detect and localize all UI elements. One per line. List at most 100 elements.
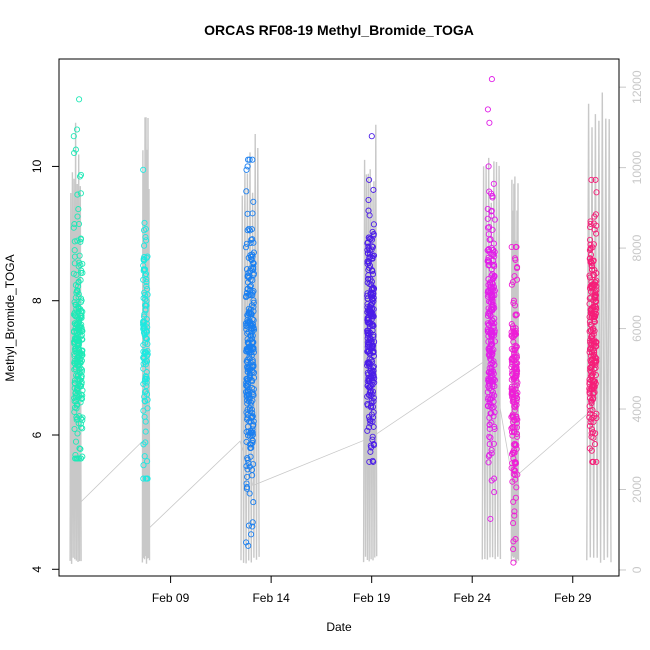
data-point	[143, 237, 150, 244]
data-point	[510, 471, 517, 478]
data-point	[486, 188, 493, 195]
data-point	[141, 227, 148, 234]
data-point	[76, 96, 83, 103]
data-point	[368, 400, 375, 407]
data-point	[590, 391, 597, 398]
data-point	[364, 317, 371, 324]
data-point	[591, 441, 599, 448]
data-point	[364, 240, 371, 247]
data-point	[590, 378, 597, 385]
data-point	[364, 292, 371, 299]
data-point	[512, 342, 519, 349]
data-point	[249, 472, 256, 479]
data-point	[587, 283, 594, 290]
data-point	[250, 239, 257, 246]
data-point	[242, 244, 250, 251]
data-point	[366, 351, 373, 358]
data-point	[369, 344, 376, 351]
series-rf14	[586, 176, 600, 465]
data-point	[364, 246, 371, 254]
data-point	[245, 305, 252, 312]
data-point	[513, 354, 520, 361]
data-point	[489, 275, 497, 282]
series-rf11	[364, 133, 378, 465]
data-point	[73, 386, 80, 394]
data-point	[485, 394, 492, 401]
data-point	[140, 462, 147, 469]
data-point	[73, 271, 80, 278]
data-point	[367, 448, 374, 455]
data-point	[370, 285, 378, 292]
x-axis-label: Date	[326, 620, 352, 634]
data-point	[141, 253, 148, 261]
y2-tick-label: 4000	[630, 395, 644, 422]
data-point	[586, 422, 593, 430]
data-point	[590, 316, 597, 323]
data-point	[364, 327, 371, 334]
data-point	[512, 325, 519, 332]
data-point	[243, 188, 250, 195]
data-point	[486, 119, 493, 126]
data-point	[367, 403, 374, 410]
data-point	[141, 453, 148, 460]
data-point	[586, 247, 593, 254]
data-point	[78, 368, 85, 375]
data-point	[513, 424, 521, 431]
data-point	[140, 341, 147, 349]
data-point	[511, 459, 518, 466]
data-point	[77, 238, 84, 245]
data-point	[491, 475, 498, 482]
data-point	[587, 224, 594, 231]
data-point	[513, 364, 520, 371]
data-point	[588, 260, 595, 267]
data-point	[367, 334, 374, 341]
data-point	[364, 307, 371, 314]
data-point	[245, 460, 252, 467]
data-point	[486, 376, 493, 383]
data-point	[486, 433, 493, 440]
data-point	[141, 291, 148, 298]
data-point	[244, 348, 251, 355]
data-point	[365, 392, 373, 399]
data-point	[488, 76, 495, 83]
data-point	[513, 484, 520, 491]
data-point	[487, 284, 494, 291]
data-point	[249, 339, 256, 346]
data-point	[244, 406, 251, 413]
data-point	[369, 321, 376, 328]
data-point	[510, 455, 517, 462]
data-point	[140, 360, 147, 367]
data-point	[78, 366, 86, 373]
data-point	[487, 281, 494, 288]
data-point	[143, 375, 150, 382]
altitude-profile	[362, 124, 378, 563]
data-point	[249, 156, 256, 163]
data-point	[369, 228, 376, 235]
data-point	[490, 370, 497, 377]
data-point	[143, 382, 150, 390]
data-point	[364, 279, 371, 286]
data-point	[370, 232, 377, 239]
data-point	[142, 348, 149, 355]
data-point	[485, 246, 492, 253]
series-rf12	[484, 76, 498, 522]
data-point	[491, 315, 498, 322]
chart-title: ORCAS RF08-19 Methyl_Bromide_TOGA	[204, 22, 474, 38]
data-point	[77, 313, 84, 320]
data-point	[143, 302, 150, 309]
data-point	[74, 388, 81, 395]
data-point	[511, 346, 518, 353]
data-point	[593, 358, 600, 365]
data-point	[144, 475, 151, 482]
data-point	[592, 298, 599, 305]
data-point	[70, 224, 77, 231]
data-point	[141, 393, 148, 400]
data-point	[246, 418, 253, 425]
altitude-connector	[72, 356, 594, 529]
data-point	[510, 559, 517, 566]
data-point	[587, 373, 594, 380]
data-point	[74, 191, 81, 198]
data-point	[245, 254, 252, 261]
data-point	[77, 261, 84, 268]
data-point	[592, 310, 599, 317]
